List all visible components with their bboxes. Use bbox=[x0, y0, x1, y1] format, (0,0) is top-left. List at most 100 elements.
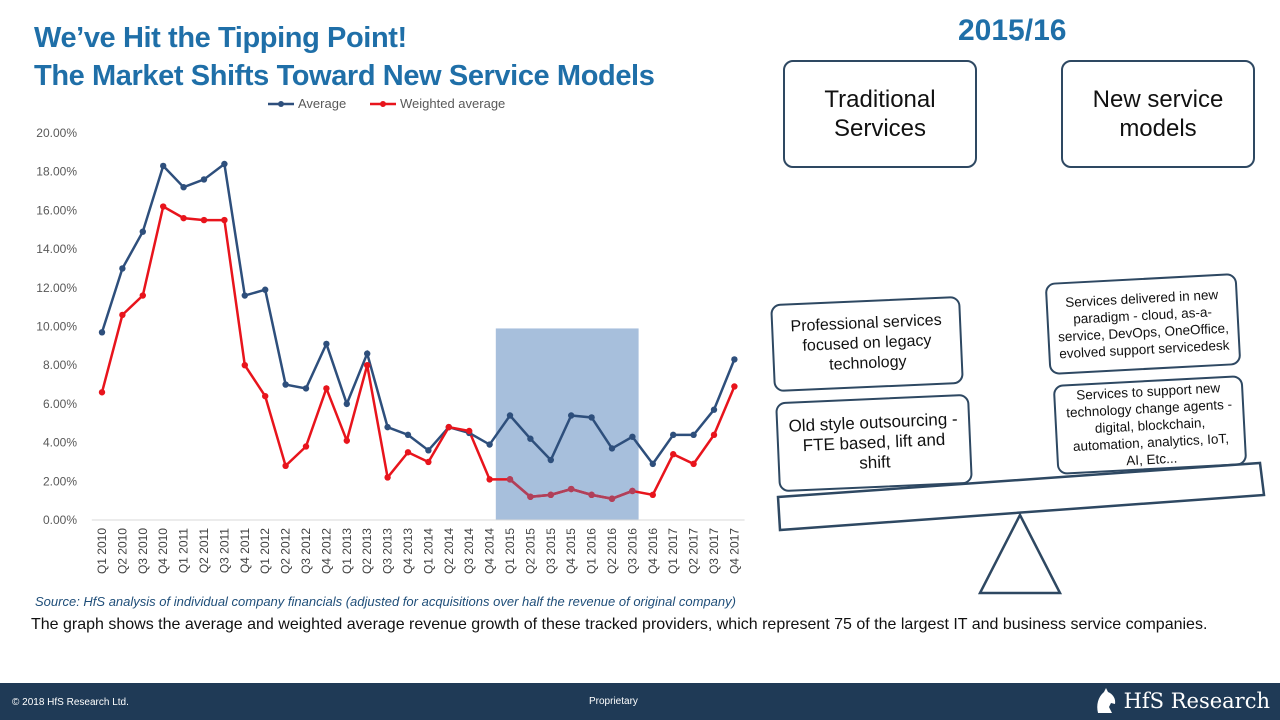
data-point-weighted-average bbox=[343, 437, 350, 444]
x-tick-label: Q2 2014 bbox=[442, 528, 456, 574]
x-tick-label: Q2 2013 bbox=[360, 528, 374, 574]
x-tick-label: Q2 2017 bbox=[687, 528, 701, 574]
data-point-average bbox=[98, 329, 106, 336]
weighted-highlight-point bbox=[527, 493, 534, 500]
x-tick-label: Q4 2016 bbox=[646, 528, 660, 574]
logo-text: HfS Research bbox=[1123, 689, 1270, 713]
data-point-weighted-average bbox=[364, 362, 371, 369]
legend-label: Average bbox=[298, 96, 346, 111]
y-tick-label: 18.00% bbox=[36, 165, 77, 179]
y-tick-label: 8.00% bbox=[43, 358, 77, 372]
x-tick-label: Q4 2014 bbox=[483, 528, 497, 574]
x-tick-label: Q3 2010 bbox=[136, 528, 150, 574]
revenue-growth-line-chart: 0.00% 2.00% 4.00% 6.00% 8.00% 10.00% 12.00% 14.… bbox=[36, 96, 745, 574]
legend-marker bbox=[380, 101, 386, 107]
y-tick-label: 0.00% bbox=[43, 513, 77, 527]
x-tick-label: Q3 2011 bbox=[217, 528, 231, 573]
data-point-average bbox=[731, 356, 738, 363]
data-point-weighted-average bbox=[425, 458, 432, 466]
y-tick-label: 6.00% bbox=[43, 397, 77, 411]
data-point-average bbox=[629, 433, 636, 440]
x-tick-label: Q3 2012 bbox=[299, 528, 313, 574]
data-point-average bbox=[139, 228, 146, 235]
data-point-average bbox=[221, 160, 228, 168]
x-tick-label: Q4 2013 bbox=[401, 528, 415, 574]
data-point-average bbox=[649, 460, 656, 468]
x-tick-label: Q4 2011 bbox=[238, 528, 252, 573]
x-tick-label: Q1 2011 bbox=[177, 528, 191, 573]
x-tick-label: Q1 2014 bbox=[421, 528, 435, 574]
y-tick-label: 4.00% bbox=[43, 436, 77, 450]
new-service-models-label: New service models bbox=[1092, 86, 1224, 142]
professional-services-label: Professional services focused on legacy … bbox=[790, 311, 942, 374]
weighted-highlight-point bbox=[568, 485, 575, 493]
data-point-weighted-average bbox=[323, 385, 330, 392]
data-point-weighted-average bbox=[486, 476, 493, 483]
data-point-average bbox=[364, 350, 371, 357]
x-tick-label: Q3 2015 bbox=[544, 528, 558, 574]
x-tick-label: Q1 2017 bbox=[666, 528, 680, 574]
data-point-weighted-average bbox=[180, 214, 187, 222]
weighted-highlight-point bbox=[506, 476, 514, 483]
slide-title-line2: The Market Shifts Toward New Service Mod… bbox=[34, 60, 655, 92]
x-tick-label: Q3 2013 bbox=[381, 528, 395, 574]
data-point-weighted-average bbox=[466, 427, 473, 435]
data-point-average bbox=[119, 265, 126, 272]
data-point-average bbox=[425, 447, 432, 454]
data-point-average bbox=[160, 162, 167, 170]
source-note: Source: HfS analysis of individual compa… bbox=[35, 594, 736, 609]
y-tick-label: 12.00% bbox=[36, 281, 77, 295]
x-tick-label: Q2 2010 bbox=[115, 528, 129, 574]
data-point-weighted-average bbox=[119, 311, 126, 319]
weighted-highlight-point bbox=[547, 491, 554, 499]
y-tick-label: 20.00% bbox=[36, 126, 77, 140]
x-tick-label: Q3 2014 bbox=[462, 528, 476, 574]
data-point-weighted-average bbox=[731, 383, 738, 390]
data-point-average bbox=[608, 445, 616, 452]
data-point-average bbox=[568, 412, 575, 419]
data-point-weighted-average bbox=[670, 451, 677, 458]
data-point-average bbox=[404, 431, 412, 439]
data-point-weighted-average bbox=[404, 449, 412, 456]
data-point-weighted-average bbox=[200, 216, 208, 224]
data-point-weighted-average bbox=[160, 203, 167, 210]
weighted-highlight-point bbox=[608, 495, 616, 502]
data-point-average bbox=[200, 176, 208, 183]
data-point-average bbox=[302, 385, 310, 392]
data-point-average bbox=[547, 456, 554, 464]
x-tick-label: Q1 2015 bbox=[503, 528, 517, 574]
x-tick-label: Q2 2011 bbox=[197, 528, 211, 573]
series-line-weighted-average bbox=[100, 204, 736, 501]
footer-bar: © 2018 HfS Research Ltd. Proprietary HfS… bbox=[0, 683, 1280, 720]
data-point-average bbox=[180, 183, 187, 191]
data-point-weighted-average bbox=[384, 474, 391, 481]
balance-scale-graphic bbox=[776, 461, 1266, 595]
chart-description: The graph shows the average and weighted… bbox=[31, 616, 1208, 633]
balance-beam bbox=[776, 461, 1266, 532]
data-point-average bbox=[323, 340, 330, 348]
y-tick-label: 16.00% bbox=[36, 203, 77, 217]
x-tick-label: Q3 2016 bbox=[625, 528, 639, 574]
new-service-models-box: New service models bbox=[1061, 60, 1255, 168]
proprietary-text: Proprietary bbox=[589, 696, 638, 707]
data-point-average bbox=[690, 431, 697, 439]
data-point-weighted-average bbox=[649, 491, 656, 499]
data-point-average bbox=[241, 292, 248, 299]
data-point-average bbox=[262, 286, 269, 293]
y-tick-label: 10.00% bbox=[36, 320, 77, 334]
traditional-services-box: Traditional Services bbox=[783, 60, 977, 168]
data-point-weighted-average bbox=[98, 389, 106, 396]
horse-head-icon bbox=[1096, 688, 1115, 713]
copyright-text: © 2018 HfS Research Ltd. bbox=[12, 697, 129, 708]
data-point-weighted-average bbox=[282, 462, 289, 470]
x-tick-label: Q4 2012 bbox=[319, 528, 333, 574]
new-paradigm-services-label: Services delivered in new paradigm - clo… bbox=[1057, 287, 1230, 362]
x-tick-label: Q2 2012 bbox=[279, 528, 293, 574]
data-point-average bbox=[670, 431, 677, 439]
x-tick-label: Q4 2015 bbox=[564, 528, 578, 574]
y-tick-label: 2.00% bbox=[43, 474, 77, 488]
data-point-average bbox=[588, 414, 595, 421]
x-tick-label: Q4 2017 bbox=[727, 528, 741, 574]
x-tick-label: Q1 2013 bbox=[340, 528, 354, 574]
x-tick-label: Q2 2015 bbox=[523, 528, 537, 574]
